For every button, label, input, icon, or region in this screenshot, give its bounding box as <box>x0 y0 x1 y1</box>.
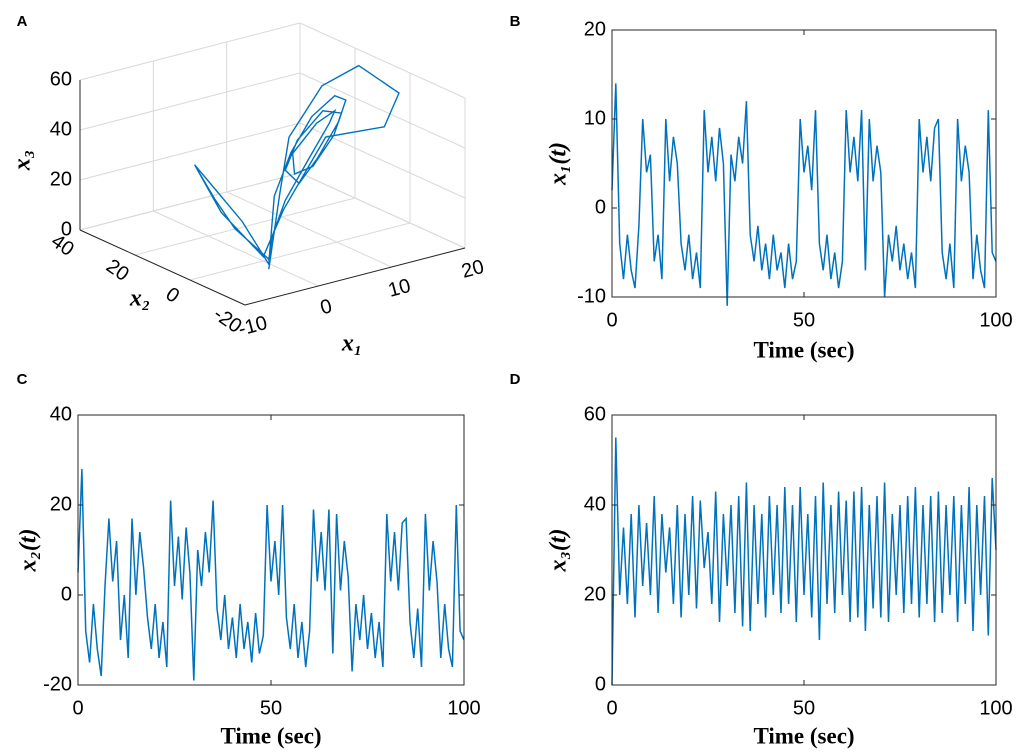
y-tick-label: 0 <box>595 673 606 695</box>
y-tick-label: -20 <box>43 673 72 695</box>
y-tick-label: 20 <box>50 493 72 515</box>
grid-line <box>299 22 466 99</box>
axis-line <box>79 229 246 306</box>
y-tick-label: 60 <box>584 403 606 425</box>
x-tick-label: 0 <box>318 295 334 319</box>
y-tick-label: 20 <box>584 18 606 40</box>
y-axis-label: x₂ <box>129 286 150 312</box>
panel-label: B <box>510 13 521 30</box>
x-tick-label: 100 <box>979 697 1012 719</box>
x-axis-label: Time (sec) <box>753 723 854 748</box>
x-tick-label: 0 <box>606 697 617 719</box>
panel-label: D <box>510 371 521 388</box>
panel-label: A <box>17 13 28 30</box>
y-tick-label: 40 <box>50 403 72 425</box>
axes-frame <box>611 414 997 686</box>
x-tick-label: 50 <box>260 697 282 719</box>
z-tick-label: 0 <box>61 218 72 240</box>
y-axis-label: x₂(t) <box>16 528 42 572</box>
grid-line <box>189 222 411 281</box>
y-tick-label: 20 <box>102 255 133 286</box>
grid-line <box>226 191 392 268</box>
x-tick-label: 20 <box>459 256 486 283</box>
axis-line <box>244 247 466 306</box>
x-tick-label: 50 <box>793 697 815 719</box>
z-tick-label: 40 <box>50 118 72 140</box>
trajectory <box>193 64 400 270</box>
y-tick-label: -10 <box>577 285 606 307</box>
x-tick-label: 100 <box>447 697 480 719</box>
y-tick-label: 20 <box>584 583 606 605</box>
panel-label: C <box>17 371 28 388</box>
z-axis-label: x₃ <box>10 150 36 171</box>
x-tick-label: 0 <box>606 309 617 331</box>
y-tick-label: 40 <box>584 493 606 515</box>
grid-line <box>299 122 466 199</box>
axes-frame <box>77 414 465 686</box>
grid-line <box>79 172 301 231</box>
grid-line <box>79 122 301 181</box>
grid-line <box>299 72 466 149</box>
series-line <box>611 437 997 686</box>
y-tick-label: 0 <box>162 283 184 307</box>
series-line <box>77 468 465 681</box>
z-tick-label: 20 <box>50 168 72 190</box>
grid-line <box>79 22 301 81</box>
x-tick-label: 50 <box>793 309 815 331</box>
y-tick-label: 0 <box>61 583 72 605</box>
x-tick-label: 100 <box>979 309 1012 331</box>
y-axis-label: x₁(t) <box>546 142 572 186</box>
x-tick-label: 10 <box>386 275 413 302</box>
x-axis-label: Time (sec) <box>753 337 854 362</box>
y-tick-label: 0 <box>595 196 606 218</box>
y-tick-label: 10 <box>584 107 606 129</box>
grid-line <box>153 210 319 287</box>
x-axis-label: x₁ <box>341 331 362 357</box>
series-line <box>611 83 997 306</box>
x-axis-label: Time (sec) <box>220 723 321 748</box>
grid-line <box>299 172 466 249</box>
grid-line <box>79 72 301 131</box>
z-tick-label: 60 <box>50 68 72 90</box>
y-axis-label: x₃(t) <box>546 528 572 572</box>
x-tick-label: 0 <box>72 697 83 719</box>
